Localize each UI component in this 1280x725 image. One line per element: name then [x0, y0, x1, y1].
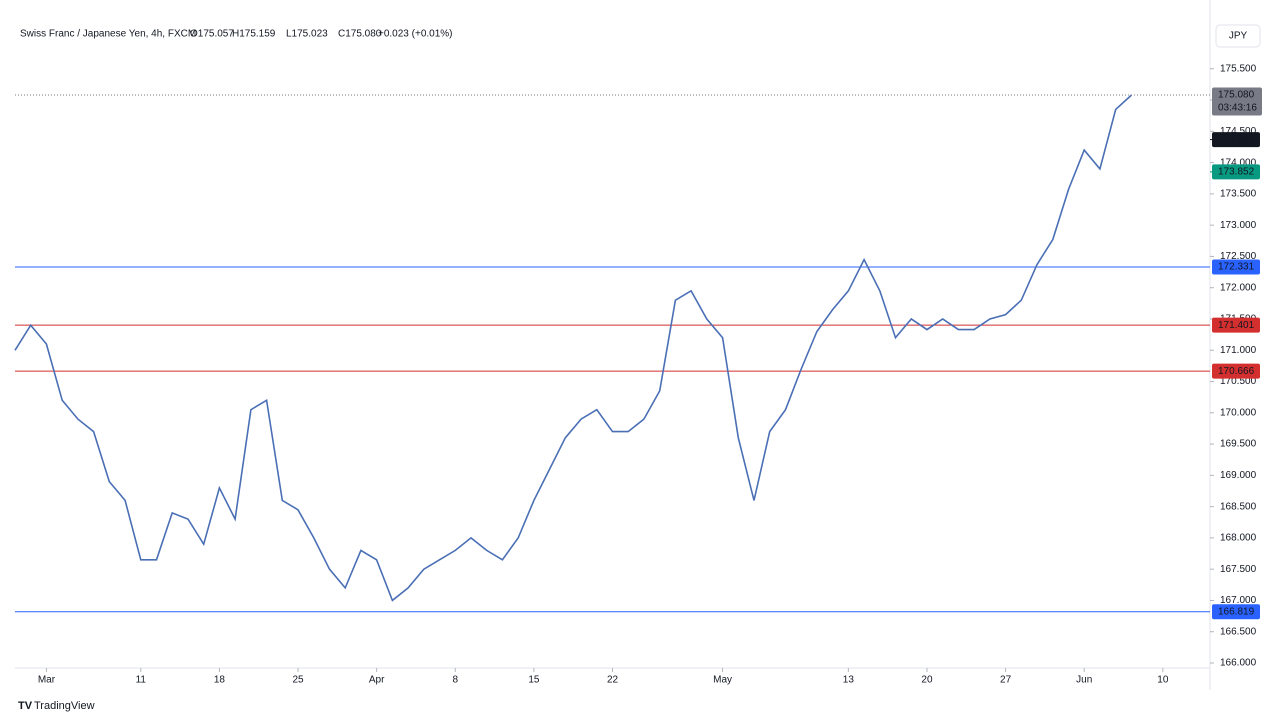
level-tag	[1212, 604, 1260, 620]
y-tick-label: 174.000	[1220, 157, 1257, 168]
level-label: 171.401	[1218, 320, 1255, 331]
y-tick-label: 171.000	[1220, 345, 1257, 356]
x-tick-label: Apr	[369, 675, 385, 686]
y-tick-label: 172.500	[1220, 251, 1257, 262]
y-tick-label: 168.500	[1220, 501, 1257, 512]
y-tick-label: 167.000	[1220, 595, 1257, 606]
x-tick-label: 18	[214, 675, 226, 686]
x-tick-label: 13	[843, 675, 855, 686]
level-tag	[1212, 363, 1260, 379]
marker-tag	[1212, 132, 1260, 148]
symbol-title: Swiss Franc / Japanese Yen, 4h, FXCM	[20, 29, 196, 40]
marker-label: 173.852	[1218, 167, 1255, 178]
y-tick-label: 175.500	[1220, 63, 1257, 74]
y-tick-label: 170.000	[1220, 407, 1257, 418]
ohlc-value: H175.159	[232, 29, 276, 40]
y-tick-label: 167.500	[1220, 564, 1257, 575]
y-tick-label: 173.500	[1220, 189, 1257, 200]
x-tick-label: 8	[452, 675, 458, 686]
marker-label: 174.368	[1218, 134, 1255, 145]
x-tick-label: Mar	[38, 675, 56, 686]
last-price-label: 175.080	[1218, 90, 1255, 101]
currency-label[interactable]: JPY	[1229, 31, 1248, 42]
x-tick-label: 27	[1000, 675, 1012, 686]
x-tick-label: Jun	[1076, 675, 1092, 686]
x-tick-label: 15	[528, 675, 540, 686]
x-tick-label: May	[713, 675, 732, 686]
y-tick-label: 170.500	[1220, 376, 1257, 387]
y-tick-label: 173.000	[1220, 220, 1257, 231]
y-tick-label: 168.000	[1220, 533, 1257, 544]
marker-anchor	[1210, 139, 1212, 141]
currency-button[interactable]	[1215, 24, 1261, 48]
x-tick-label: 25	[292, 675, 304, 686]
level-label: 166.819	[1218, 606, 1255, 617]
brand-logo: TV	[18, 700, 33, 712]
level-label: 170.666	[1218, 366, 1255, 377]
x-tick-label: 10	[1157, 675, 1169, 686]
marker-tag	[1212, 164, 1260, 180]
x-tick-label: 22	[607, 675, 619, 686]
price-line	[14, 94, 1132, 602]
ohlc-value: +0.023 (+0.01%)	[378, 29, 453, 40]
y-tick-label: 166.000	[1220, 658, 1257, 669]
y-tick-label: 169.500	[1220, 439, 1257, 450]
y-tick-label: 169.000	[1220, 470, 1257, 481]
x-tick-label: 11	[136, 675, 147, 686]
marker-anchor	[1210, 171, 1212, 173]
last-price-tag	[1212, 87, 1262, 116]
y-tick-label: 172.000	[1220, 282, 1257, 293]
level-label: 172.331	[1218, 262, 1255, 273]
level-tag	[1212, 317, 1260, 333]
ohlc-value: L175.023	[286, 29, 328, 40]
ohlc-value: C175.080	[338, 29, 382, 40]
y-tick-label: 174.500	[1220, 126, 1257, 137]
ohlc-value: O175.057	[190, 29, 234, 40]
y-tick-label: 166.500	[1220, 626, 1257, 637]
level-tag	[1212, 259, 1260, 275]
brand-name: TradingView	[34, 700, 95, 712]
countdown-label: 03:43:16	[1218, 103, 1257, 114]
x-tick-label: 20	[921, 675, 933, 686]
